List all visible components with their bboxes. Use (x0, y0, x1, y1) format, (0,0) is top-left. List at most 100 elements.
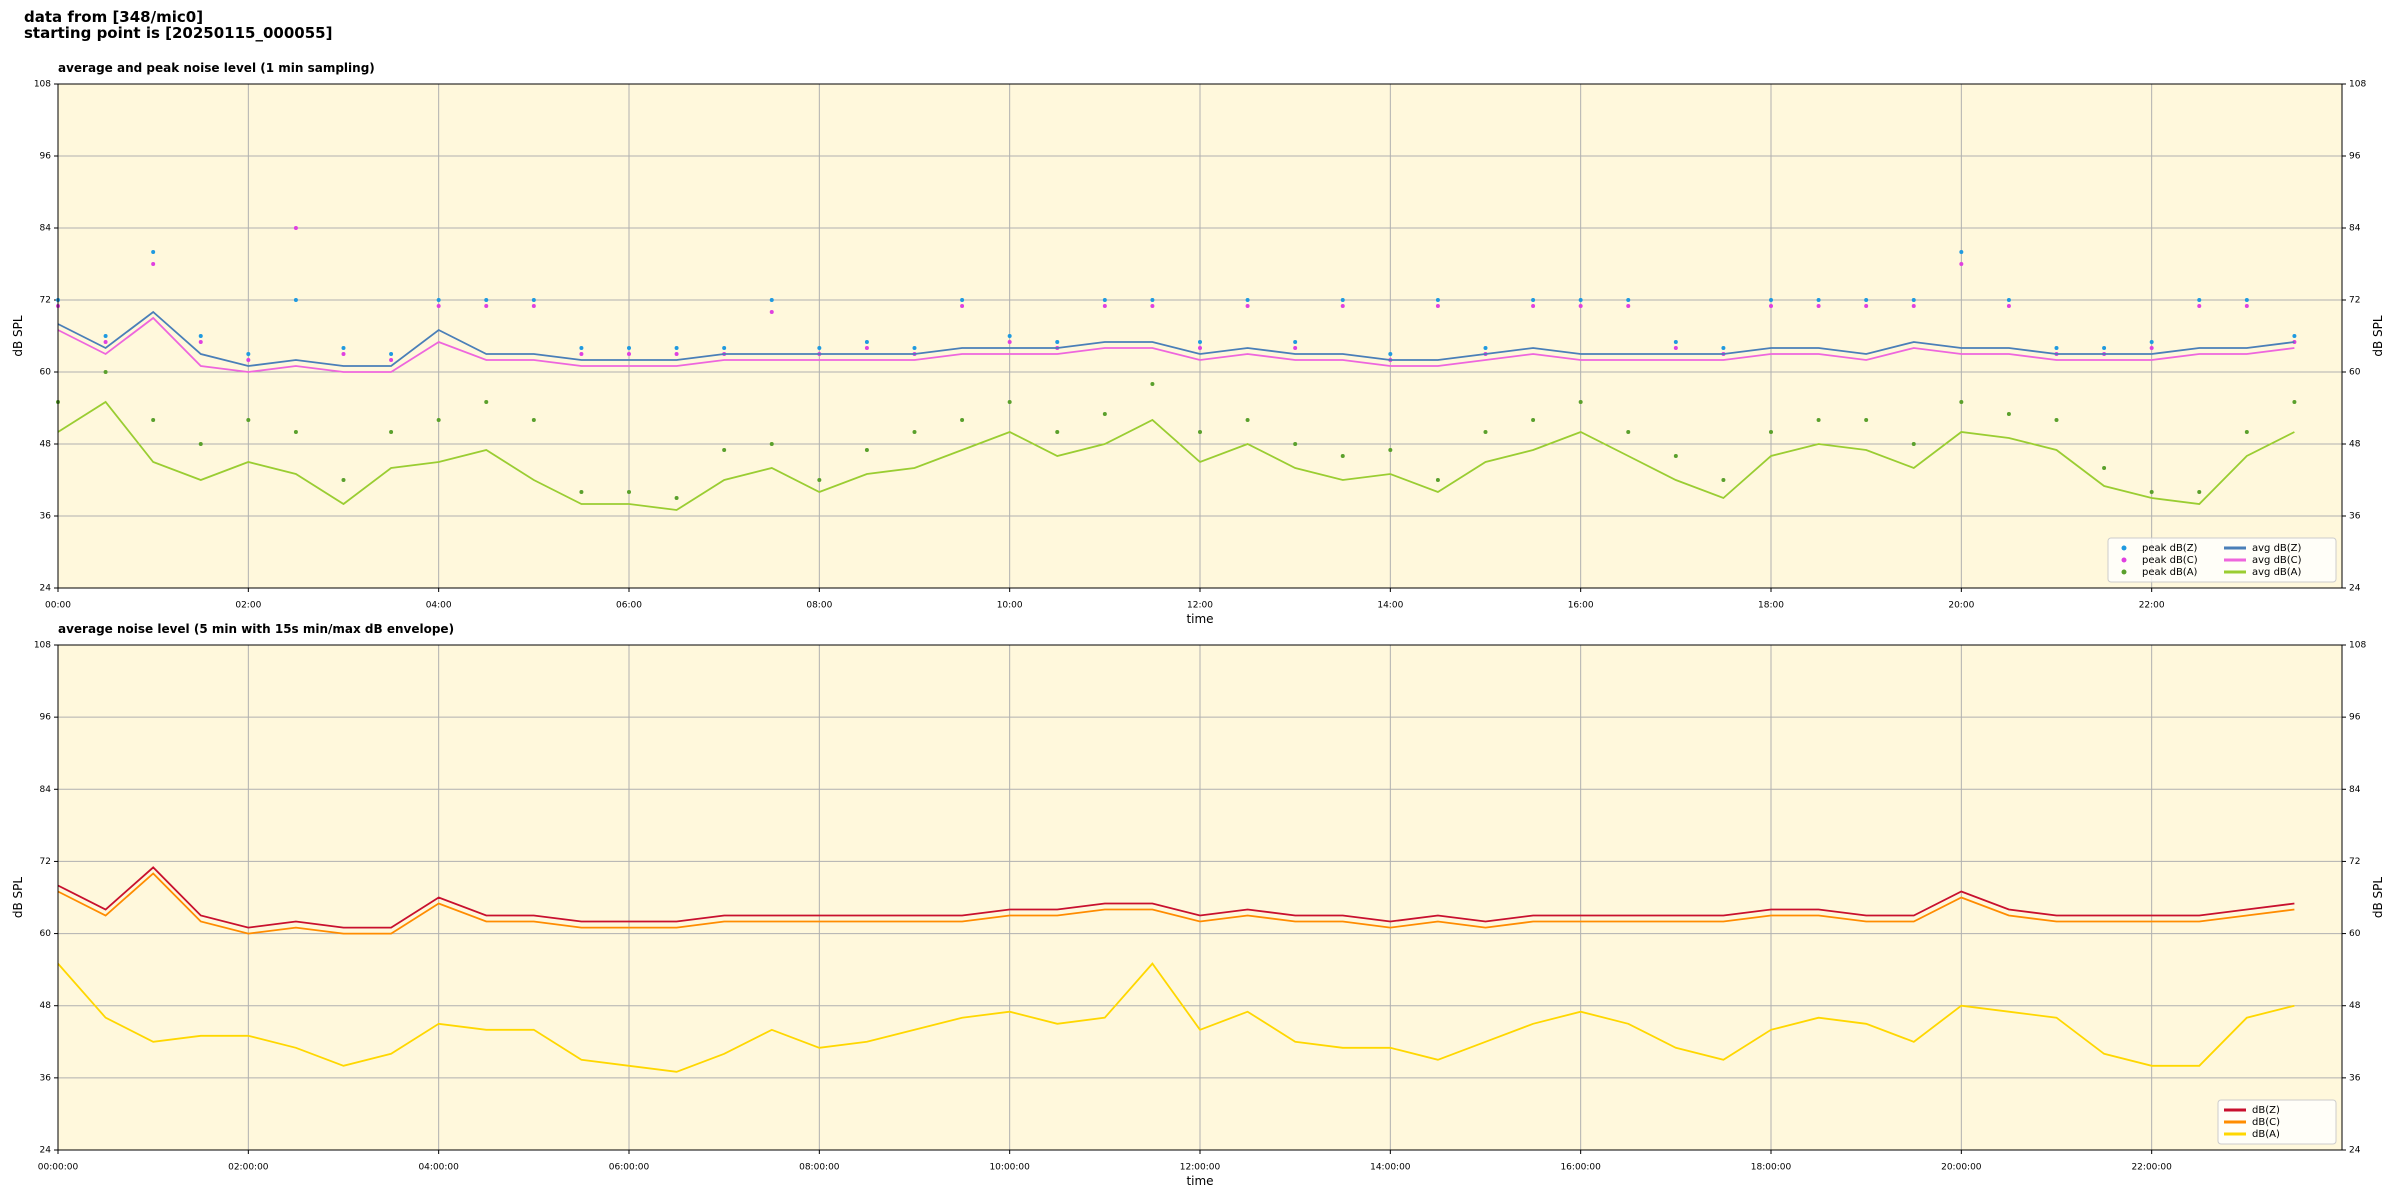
peak-dot (103, 334, 108, 338)
peak-dot (1435, 304, 1440, 308)
peak-dot (1673, 346, 1678, 350)
y-tick-label: 60 (40, 929, 52, 939)
peak-dot (1959, 262, 1964, 266)
peak-dot (627, 346, 631, 350)
y-tick-label: 96 (2349, 152, 2361, 162)
series-line (57, 962, 2295, 1073)
peak-dot (436, 418, 441, 422)
peak-dot (246, 418, 251, 422)
y-tick-label: 48 (2349, 1001, 2361, 1011)
peak-dot (2197, 304, 2202, 308)
y-tick-label: 60 (40, 368, 52, 378)
peak-dot (722, 346, 727, 350)
legend-label: dB(Z) (2252, 1105, 2280, 1116)
peak-dot (627, 352, 631, 356)
x-tick-label: 18:00:00 (1751, 1163, 1792, 1173)
legend-label: peak dB(C) (2142, 555, 2198, 566)
peak-dot (769, 310, 774, 314)
peak-dot (2244, 298, 2249, 302)
peak-dot (1007, 340, 1012, 344)
peak-dot (341, 352, 346, 356)
peak-dot (531, 298, 536, 302)
peak-dot (1721, 346, 1726, 350)
series-line (57, 866, 2295, 929)
peak-dot (103, 340, 108, 344)
peak-dot (1626, 298, 1631, 302)
peak-dot (1340, 298, 1345, 302)
x-tick-label: 14:00:00 (1370, 1163, 1411, 1173)
peak-dot (151, 250, 156, 254)
peak-dot (2197, 490, 2202, 494)
peak-dot (2149, 340, 2154, 344)
peak-dot (1721, 478, 1726, 482)
peak-dot (1769, 298, 1773, 302)
x-axis-label: time (1186, 612, 1213, 626)
peak-dot (1245, 298, 1250, 302)
x-tick-label: 04:00 (426, 601, 452, 611)
peak-dot (1578, 400, 1583, 404)
legend-label: peak dB(Z) (2142, 543, 2198, 554)
peak-dot (1578, 304, 1583, 308)
x-tick-label: 18:00 (1758, 601, 1784, 611)
x-tick-label: 20:00 (1948, 601, 1974, 611)
y-axis-label: dB SPL (11, 315, 25, 357)
series-line (57, 872, 2295, 935)
peak-dot (864, 340, 869, 344)
y-tick-label: 96 (40, 713, 52, 723)
peak-dot (436, 298, 441, 302)
y-tick-label: 108 (2349, 80, 2366, 90)
x-axis-label: time (1186, 1174, 1213, 1188)
peak-dot (246, 358, 251, 362)
peak-dot (1340, 454, 1345, 458)
peak-dot (1150, 382, 1155, 386)
y-tick-label: 96 (40, 152, 52, 162)
peak-dot (864, 448, 869, 452)
peak-dot (1959, 250, 1964, 254)
peak-dot (1626, 304, 1631, 308)
y-tick-label: 72 (40, 857, 51, 867)
y-tick-label: 48 (40, 440, 52, 450)
x-tick-label: 20:00:00 (1941, 1163, 1982, 1173)
peak-dot (1531, 304, 1536, 308)
y-tick-label: 72 (2349, 296, 2360, 306)
peak-dot (1816, 298, 1821, 302)
y-tick-label: 36 (2349, 512, 2361, 522)
peak-dot (1483, 430, 1488, 434)
x-tick-label: 06:00:00 (609, 1163, 650, 1173)
legend-label: peak dB(A) (2142, 567, 2198, 578)
peak-dot (1864, 298, 1869, 302)
y-tick-label: 72 (2349, 857, 2360, 867)
legend-label: dB(A) (2252, 1129, 2280, 1140)
legend-marker (2121, 569, 2127, 575)
subplot-title: average and peak noise level (1 min samp… (58, 61, 375, 75)
peak-dot (1816, 304, 1821, 308)
peak-dot (1911, 298, 1916, 302)
peak-dot (2292, 334, 2297, 338)
y-axis-label: dB SPL (2371, 877, 2385, 919)
peak-dot (1245, 418, 1250, 422)
peak-dot (1102, 412, 1107, 416)
peak-dot (389, 430, 394, 434)
subplot: average noise level (5 min with 15s min/… (11, 622, 2385, 1188)
header-line: starting point is [20250115_000055] (24, 24, 332, 42)
legend-label: avg dB(C) (2252, 555, 2302, 566)
x-tick-label: 00:00 (45, 601, 71, 611)
peak-dot (2197, 298, 2202, 302)
peak-dot (2006, 304, 2011, 308)
peak-dot (1102, 298, 1107, 302)
y-tick-label: 24 (2349, 1146, 2361, 1156)
legend-label: dB(C) (2252, 1117, 2280, 1128)
y-tick-label: 60 (2349, 368, 2361, 378)
subplot: average and peak noise level (1 min samp… (11, 61, 2385, 626)
legend-box (2217, 1099, 2337, 1145)
y-tick-label: 48 (40, 1001, 52, 1011)
peak-dot (198, 334, 203, 338)
peak-dot (531, 304, 536, 308)
header-line: data from [348/mic0] (24, 8, 203, 26)
x-tick-label: 16:00:00 (1560, 1163, 1601, 1173)
y-tick-label: 108 (2349, 641, 2366, 651)
peak-dot (1055, 340, 1060, 344)
peak-dot (198, 340, 203, 344)
x-tick-label: 22:00:00 (2131, 1163, 2172, 1173)
